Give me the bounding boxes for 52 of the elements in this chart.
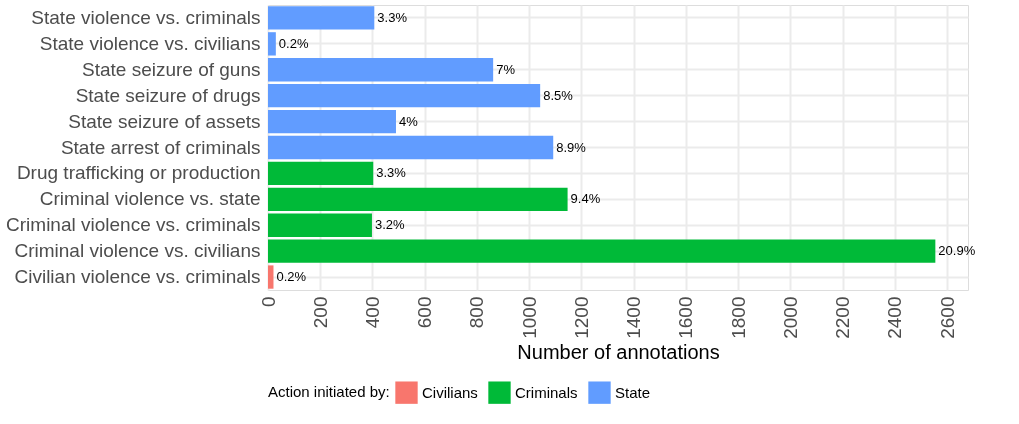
y-tick-label: Drug trafficking or production [16,162,261,184]
annotation: 3.3% [377,9,408,25]
annotation: 8.5% [543,87,574,103]
x-tick-label: 800 [466,296,488,329]
x-tick-label: 2000 [779,296,801,339]
x-tick-label: 400 [361,296,383,329]
x-axis-title: Number of annotations [517,340,720,363]
y-tick-label: State violence vs. civilians [39,32,261,54]
y-tick-label: State seizure of assets [68,110,261,132]
annotation: 3.2% [374,217,406,233]
legend-title: Action initiated by: [268,383,390,400]
x-tick-label: 2600 [936,296,958,339]
bar [268,187,568,211]
bar [268,109,396,134]
legend-label: Civilians [422,383,478,401]
y-tick-label: Criminal violence vs. civilians [14,240,261,262]
bar [268,265,274,289]
bar [268,6,375,30]
x-tick-label: 1000 [518,296,540,339]
bar [268,58,494,82]
x-tick-label: 1200 [570,296,592,339]
bar [268,84,541,108]
y-tick-label: State violence vs. criminals [31,6,261,28]
y-tick-label: Civilian violence vs. criminals [14,266,261,288]
x-tick-label: 0 [257,296,279,308]
y-tick-label: State seizure of drugs [75,84,261,106]
y-tick-label: State seizure of guns [82,58,261,80]
y-tick-label: State arrest of criminals [60,136,261,158]
annotation: 20.9% [938,243,976,259]
bar [268,213,372,237]
legend-label: State [615,383,651,401]
x-tick-label: 600 [414,296,436,329]
y-tick-label: Criminal violence vs. state [39,188,261,210]
annotation: 8.9% [556,139,587,155]
annotation: 7% [496,61,516,77]
y-tick-label: Criminal violence vs. criminals [6,214,261,236]
bar [268,161,374,186]
bar [268,239,936,263]
annotation: 0.2% [278,35,309,51]
x-tick-label: 1400 [623,296,645,339]
legend-label: Criminals [515,383,578,401]
x-tick-label: 1800 [727,296,749,339]
bar [268,32,276,56]
annotation: 3.3% [376,165,407,181]
x-tick-label: 1600 [675,296,697,339]
annotation: 0.2% [276,269,307,285]
x-tick-label: 200 [309,296,331,329]
bar [268,135,554,160]
x-tick-label: 2200 [832,296,854,339]
annotation: 4% [398,113,419,129]
annotation: 9.4% [570,191,601,207]
x-tick-label: 2400 [884,296,906,339]
